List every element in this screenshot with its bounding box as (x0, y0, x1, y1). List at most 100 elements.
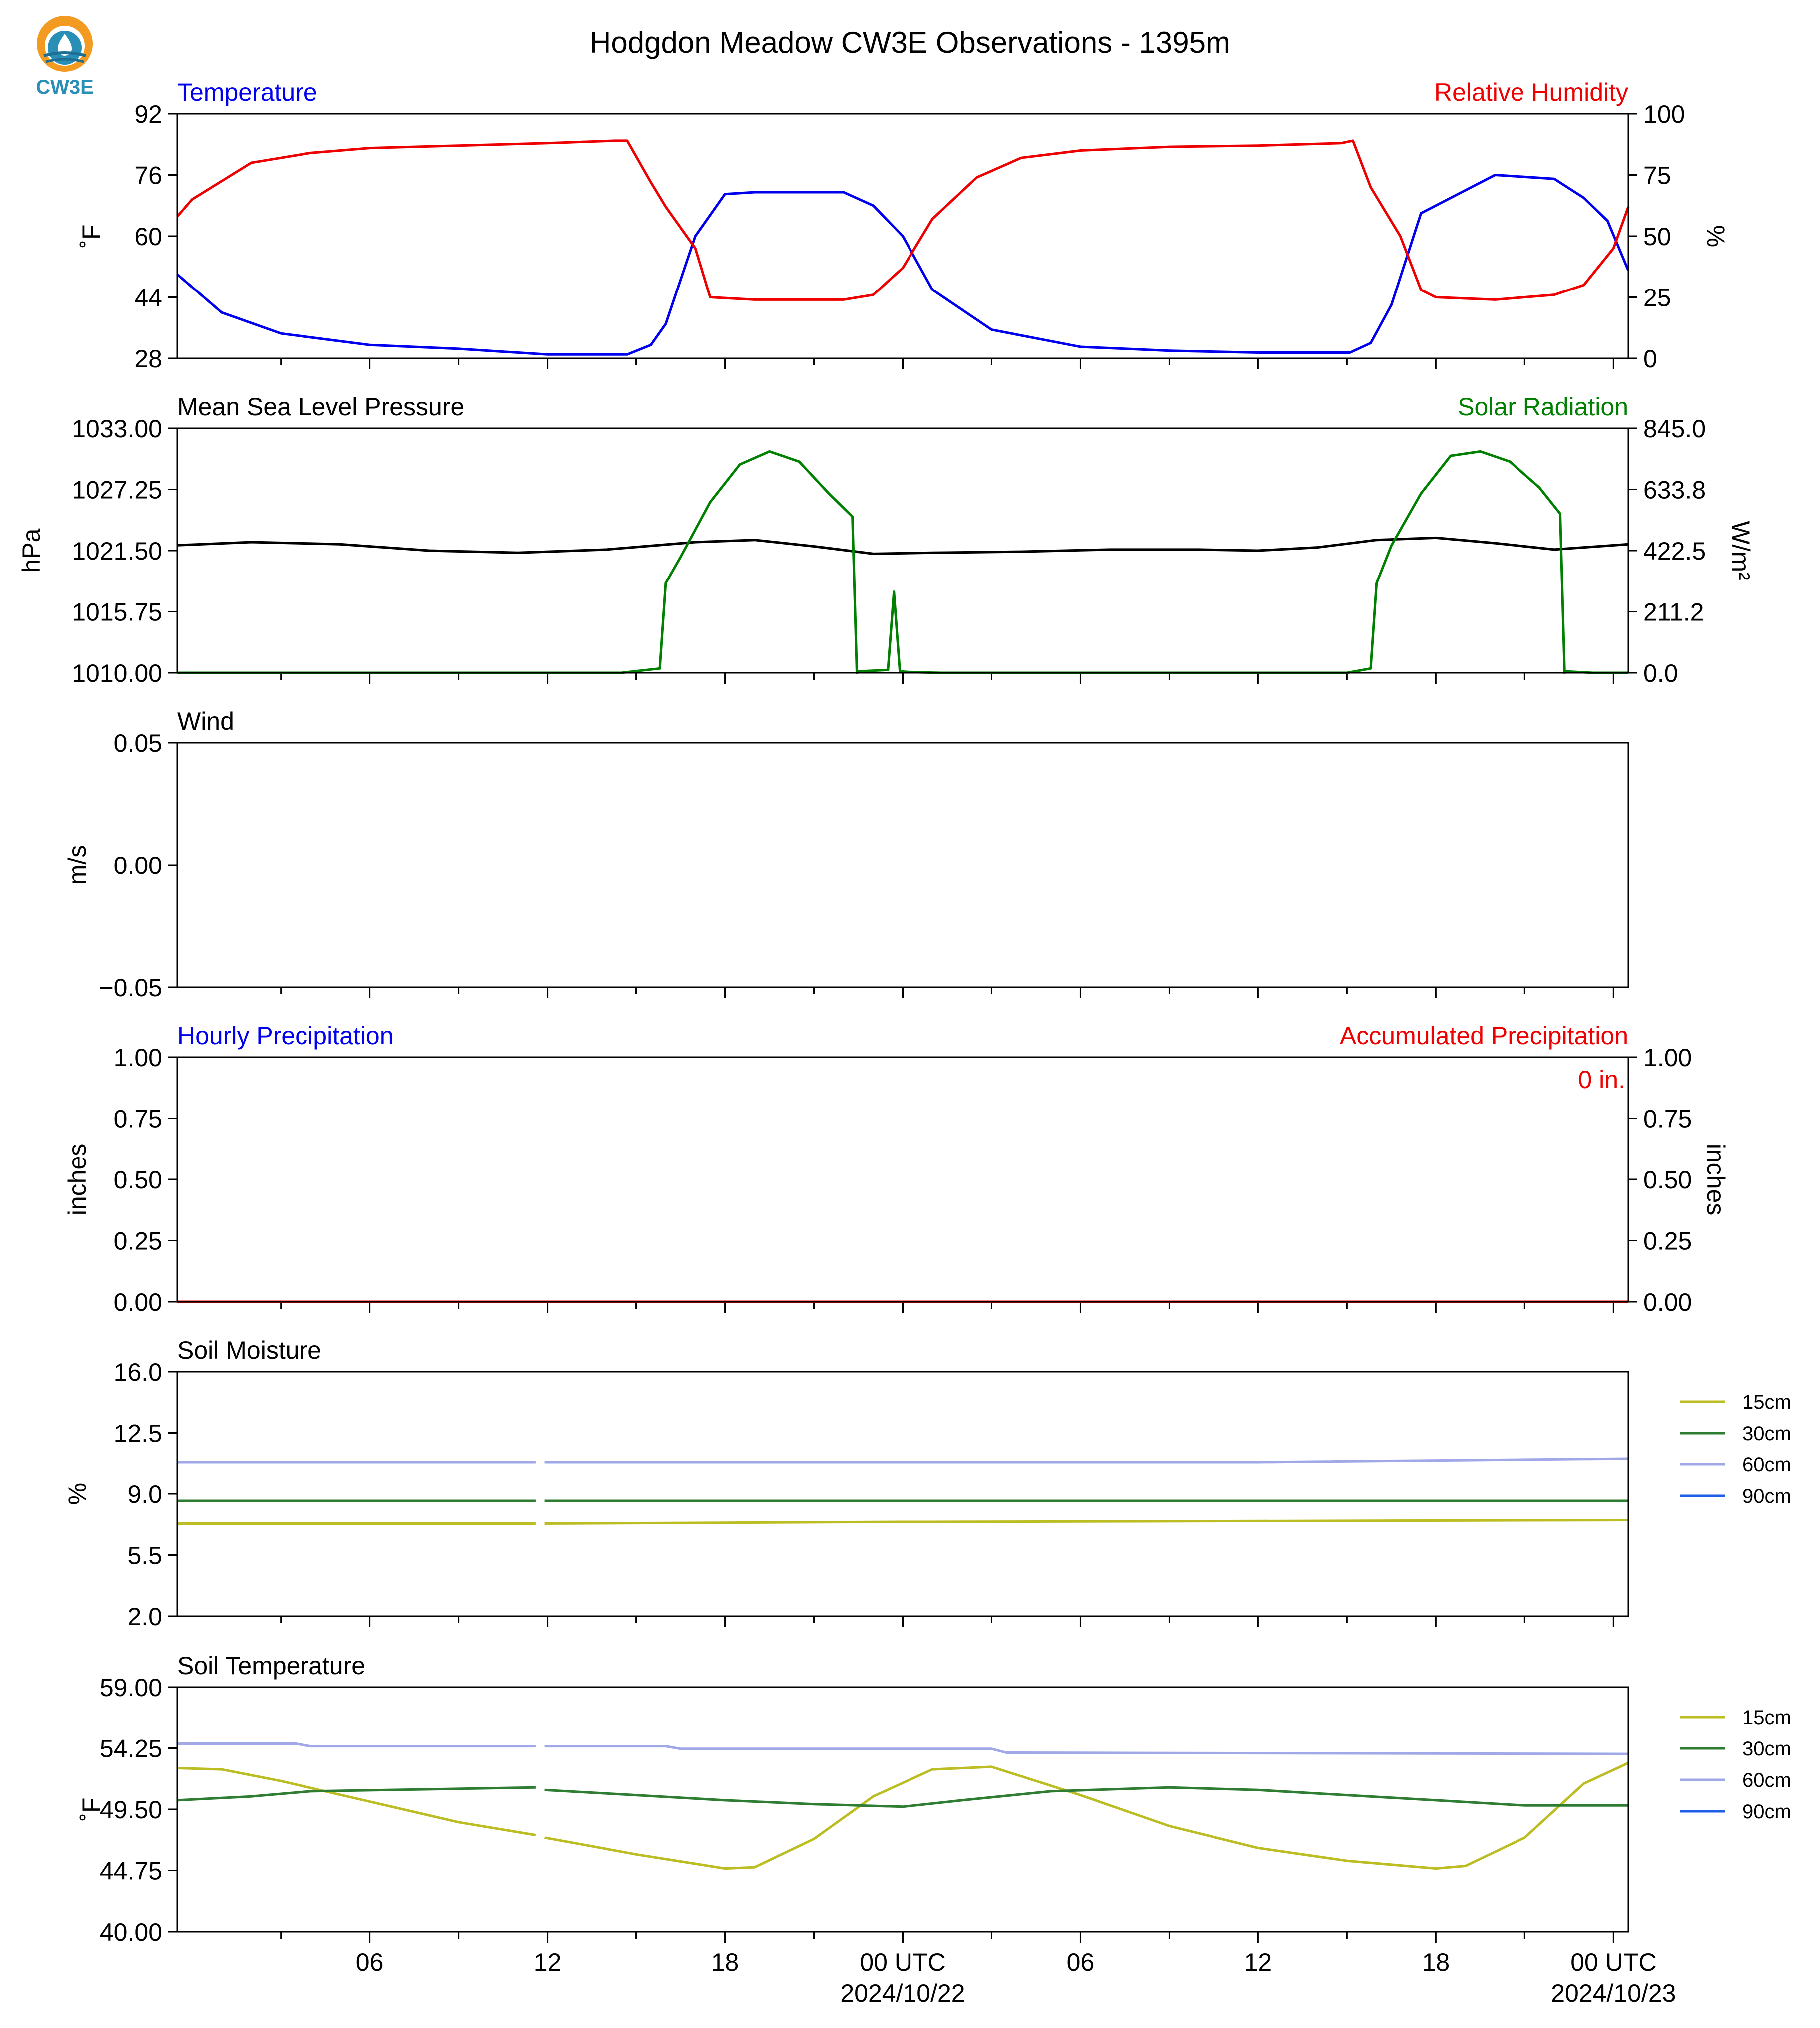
y-tick-label-right: 1.00 (1643, 1044, 1692, 1072)
y-tick-label: 28 (134, 345, 162, 373)
y-tick-label: 1.00 (114, 1044, 162, 1072)
cw3e-logo: CW3E (30, 15, 100, 100)
y-tick-label-right: 845.0 (1643, 415, 1706, 443)
panel-temperature_humidity: Temperature Relative Humidity 28 44 60 76 92 0 2… (77, 78, 1730, 373)
legend: 15cm 30cm 60cm 90cm (1680, 1391, 1791, 1507)
y-tick-label: 92 (134, 100, 162, 128)
series-line-mean-sea-level-pressure (177, 536, 1629, 555)
y-axis-label: % (63, 1483, 91, 1505)
y-tick-label: 54.25 (100, 1735, 162, 1763)
panel-title-left: Soil Temperature (177, 1652, 365, 1680)
series-line-relative-humidity (176, 139, 1630, 301)
legend-label: 15cm (1742, 1391, 1791, 1413)
series-line-15cm (177, 1761, 1629, 1870)
logo-wave (43, 51, 86, 57)
y-tick-label: 1010.00 (72, 659, 162, 687)
plot-frame (176, 113, 1629, 359)
panel-title-left: Mean Sea Level Pressure (177, 393, 464, 421)
panel-soil_moisture: Soil Moisture 2.0 5.5 9.0 12.5 16.0% 15cm 30cm 6… (63, 1336, 1791, 1631)
legend-label: 30cm (1742, 1423, 1791, 1445)
figure-title: Hodgdon Meadow CW3E Observations - 1395m (590, 26, 1230, 59)
logo-text: CW3E (36, 76, 94, 98)
panel-wind: Wind −0.05 0.00 0.05 m/s (63, 707, 1629, 1002)
x-tick-label: 18 (711, 1948, 739, 1976)
y-tick-label-right: 633.8 (1643, 476, 1706, 504)
panel-title-right: Solar Radiation (1458, 393, 1628, 421)
plot-frame (176, 1371, 1629, 1617)
series-line-solar-radiation (177, 450, 1628, 674)
series-line-60cm (177, 1742, 1629, 1755)
x-tick-label: 00 UTC (1570, 1948, 1656, 1976)
panel-title-left: Temperature (177, 78, 317, 106)
x-tick-label: 06 (356, 1948, 384, 1976)
panel-soil_temperature: Soil Temperature 40.00 44.75 49.50 54.25 59.0… (77, 1652, 1791, 1946)
y-tick-label: 16.0 (114, 1358, 162, 1386)
y-tick-label: 60 (134, 223, 162, 251)
panel-title-left: Hourly Precipitation (177, 1022, 394, 1050)
logo-drop (58, 34, 72, 56)
y-tick-label: 9.0 (127, 1480, 162, 1508)
series-line-30cm (177, 1786, 1628, 1808)
series-line-temperature (176, 174, 1630, 356)
y-tick-label: 76 (134, 162, 162, 190)
panel-title-right: Relative Humidity (1434, 78, 1628, 106)
plot-frame (176, 742, 1629, 988)
y-axis-label-right: % (1702, 225, 1730, 247)
y-tick-label-right: 0.00 (1643, 1288, 1692, 1316)
y-tick-label: 44.75 (100, 1857, 162, 1885)
legend-label: 60cm (1742, 1769, 1791, 1791)
y-tick-label: 44 (134, 284, 162, 312)
series-line-15cm (177, 1519, 1629, 1525)
y-axis-label-right: inches (1702, 1144, 1730, 1216)
y-tick-label-right: 50 (1643, 223, 1671, 251)
plot-frame (176, 427, 1629, 674)
panel-title-left: Wind (177, 707, 234, 735)
y-tick-label-right: 0.50 (1643, 1166, 1692, 1194)
x-tick-label: 18 (1422, 1948, 1450, 1976)
y-tick-label: 1033.00 (72, 415, 162, 443)
panel-title-right: Accumulated Precipitation (1340, 1022, 1628, 1050)
y-tick-label: 0.75 (114, 1105, 162, 1133)
y-axis-label: ˚F (77, 224, 105, 248)
legend: 15cm 30cm 60cm 90cm (1680, 1707, 1791, 1823)
y-tick-label-right: 100 (1643, 100, 1685, 128)
legend-label: 15cm (1742, 1707, 1791, 1729)
legend-label: 90cm (1742, 1485, 1791, 1507)
y-tick-label: 40.00 (100, 1918, 162, 1946)
cw3e-logo-mark: CW3E (36, 16, 94, 98)
y-tick-label: −0.05 (99, 974, 162, 1002)
x-tick-label: 00 UTC (860, 1948, 945, 1976)
y-tick-label-right: 211.2 (1643, 598, 1704, 626)
y-tick-label: 0.00 (114, 852, 162, 879)
x-tick-label: 12 (1244, 1948, 1272, 1976)
y-tick-label: 1027.25 (72, 476, 162, 504)
panels: Temperature Relative Humidity 28 44 60 76 92 0 2… (17, 78, 1791, 2007)
y-tick-label-right: 0.75 (1643, 1105, 1692, 1133)
annotation-total: 0 in. (1578, 1066, 1625, 1094)
y-tick-label: 49.50 (100, 1796, 162, 1824)
plot-frame (176, 1686, 1629, 1933)
y-tick-label-right: 0 (1643, 345, 1657, 373)
y-tick-label-right: 422.5 (1643, 537, 1706, 565)
y-tick-label: 1021.50 (72, 537, 162, 565)
y-tick-label: 59.00 (100, 1674, 162, 1702)
plot-frame (176, 1056, 1629, 1303)
legend-label: 60cm (1742, 1454, 1791, 1476)
y-tick-label: 2.0 (127, 1603, 162, 1631)
x-tick-date-label: 2024/10/22 (840, 1979, 965, 2007)
y-tick-label: 1015.75 (72, 598, 162, 626)
y-axis-label-right: W/m² (1727, 521, 1755, 580)
y-tick-label: 0.50 (114, 1166, 162, 1194)
series-line-60cm (177, 1457, 1629, 1464)
y-tick-label-right: 75 (1643, 162, 1671, 190)
panel-precipitation: Hourly Precipitation Accumulated Precipit… (63, 1022, 1730, 1316)
y-axis-label: hPa (17, 528, 45, 573)
y-axis-label: m/s (63, 845, 91, 885)
y-tick-label: 5.5 (127, 1542, 162, 1570)
y-tick-label-right: 0.25 (1643, 1227, 1692, 1255)
y-tick-label: 0.00 (114, 1288, 162, 1316)
y-tick-label: 0.25 (114, 1227, 162, 1255)
y-tick-label-right: 0.0 (1643, 659, 1678, 687)
x-tick-label: 06 (1067, 1948, 1095, 1976)
panel-pressure_solar: Mean Sea Level Pressure Solar Radiation 10… (17, 393, 1755, 687)
